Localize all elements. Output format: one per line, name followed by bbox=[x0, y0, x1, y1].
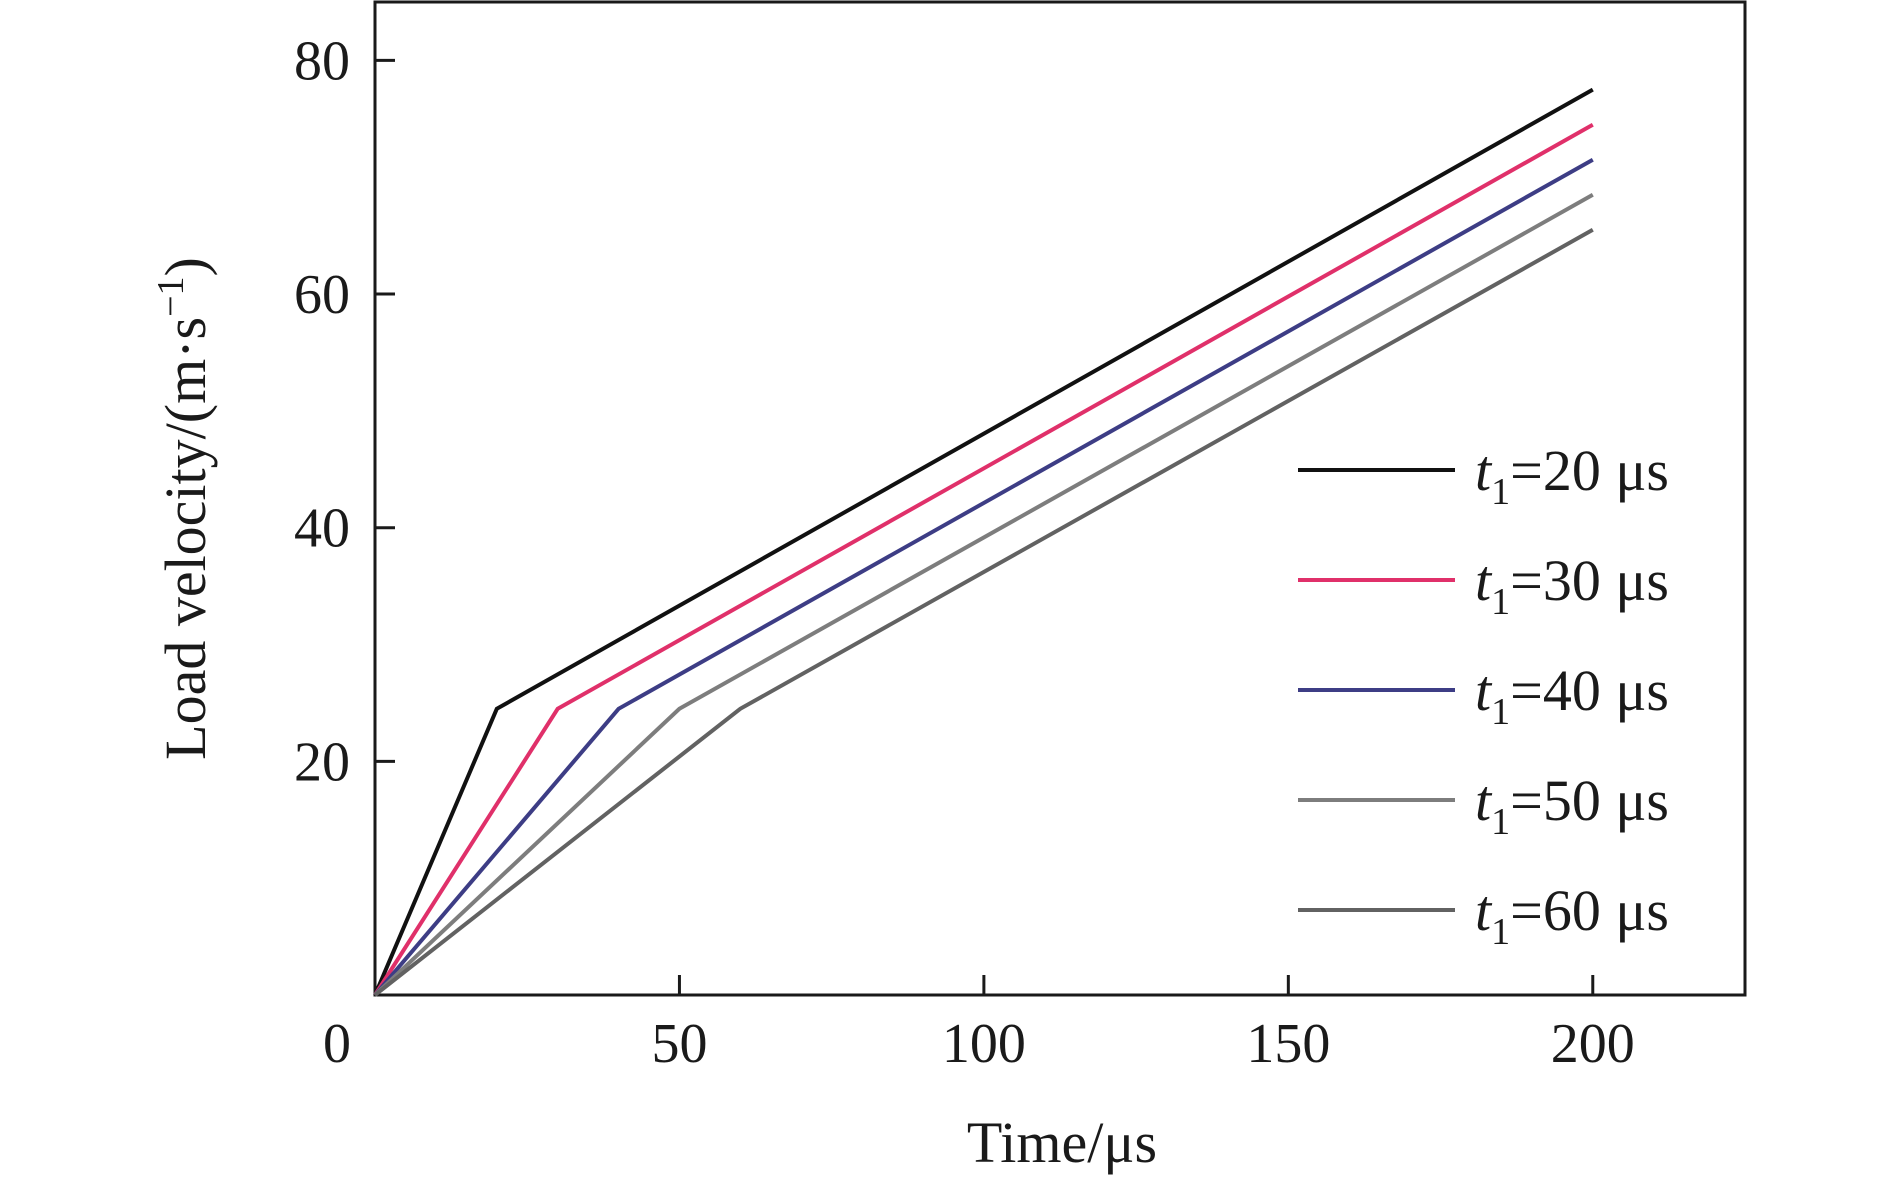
y-axis-title-close: ) bbox=[153, 257, 218, 276]
series-line-4 bbox=[373, 193, 1594, 997]
series-line-3 bbox=[373, 157, 1594, 997]
x-axis: 0 50 100 150 200 bbox=[323, 975, 1635, 1075]
y-axis-title-main: Load velocity/(m·s bbox=[153, 317, 218, 760]
legend-item: t1=60 μs bbox=[1298, 878, 1669, 953]
x-tick-label: 200 bbox=[1551, 1013, 1635, 1075]
y-axis-title-superscript: −1 bbox=[150, 276, 192, 316]
y-tick-label: 40 bbox=[294, 498, 350, 560]
series-line-1 bbox=[373, 87, 1594, 996]
legend: t1=20 μs t1=30 μs t1=40 μs t1=50 μs t1=60 μs bbox=[1298, 438, 1669, 953]
series-layer bbox=[373, 87, 1594, 997]
legend-item: t1=20 μs bbox=[1298, 438, 1669, 513]
legend-label: t1=50 μs bbox=[1475, 768, 1669, 843]
plot-area bbox=[373, 0, 1747, 997]
y-axis-title: Load velocity/(m·s−1) bbox=[150, 257, 218, 760]
y-axis: 20 40 60 80 bbox=[294, 30, 395, 793]
legend-label: t1=40 μs bbox=[1475, 658, 1669, 733]
y-tick-label: 80 bbox=[294, 30, 350, 92]
series-line-5 bbox=[373, 228, 1594, 997]
y-tick-label: 60 bbox=[294, 264, 350, 326]
x-axis-title: Time/μs bbox=[967, 1110, 1157, 1175]
x-tick-label: 150 bbox=[1246, 1013, 1330, 1075]
legend-item: t1=40 μs bbox=[1298, 658, 1669, 733]
x-tick-label: 100 bbox=[942, 1013, 1026, 1075]
legend-label: t1=30 μs bbox=[1475, 548, 1669, 623]
y-tick-label: 20 bbox=[294, 731, 350, 793]
series-line-2 bbox=[373, 122, 1594, 997]
x-tick-label: 50 bbox=[651, 1013, 707, 1075]
legend-item: t1=30 μs bbox=[1298, 548, 1669, 623]
x-tick-label: 0 bbox=[323, 1013, 351, 1075]
legend-label: t1=20 μs bbox=[1475, 438, 1669, 513]
legend-label: t1=60 μs bbox=[1475, 878, 1669, 953]
legend-item: t1=50 μs bbox=[1298, 768, 1669, 843]
plot-frame bbox=[373, 0, 1747, 997]
